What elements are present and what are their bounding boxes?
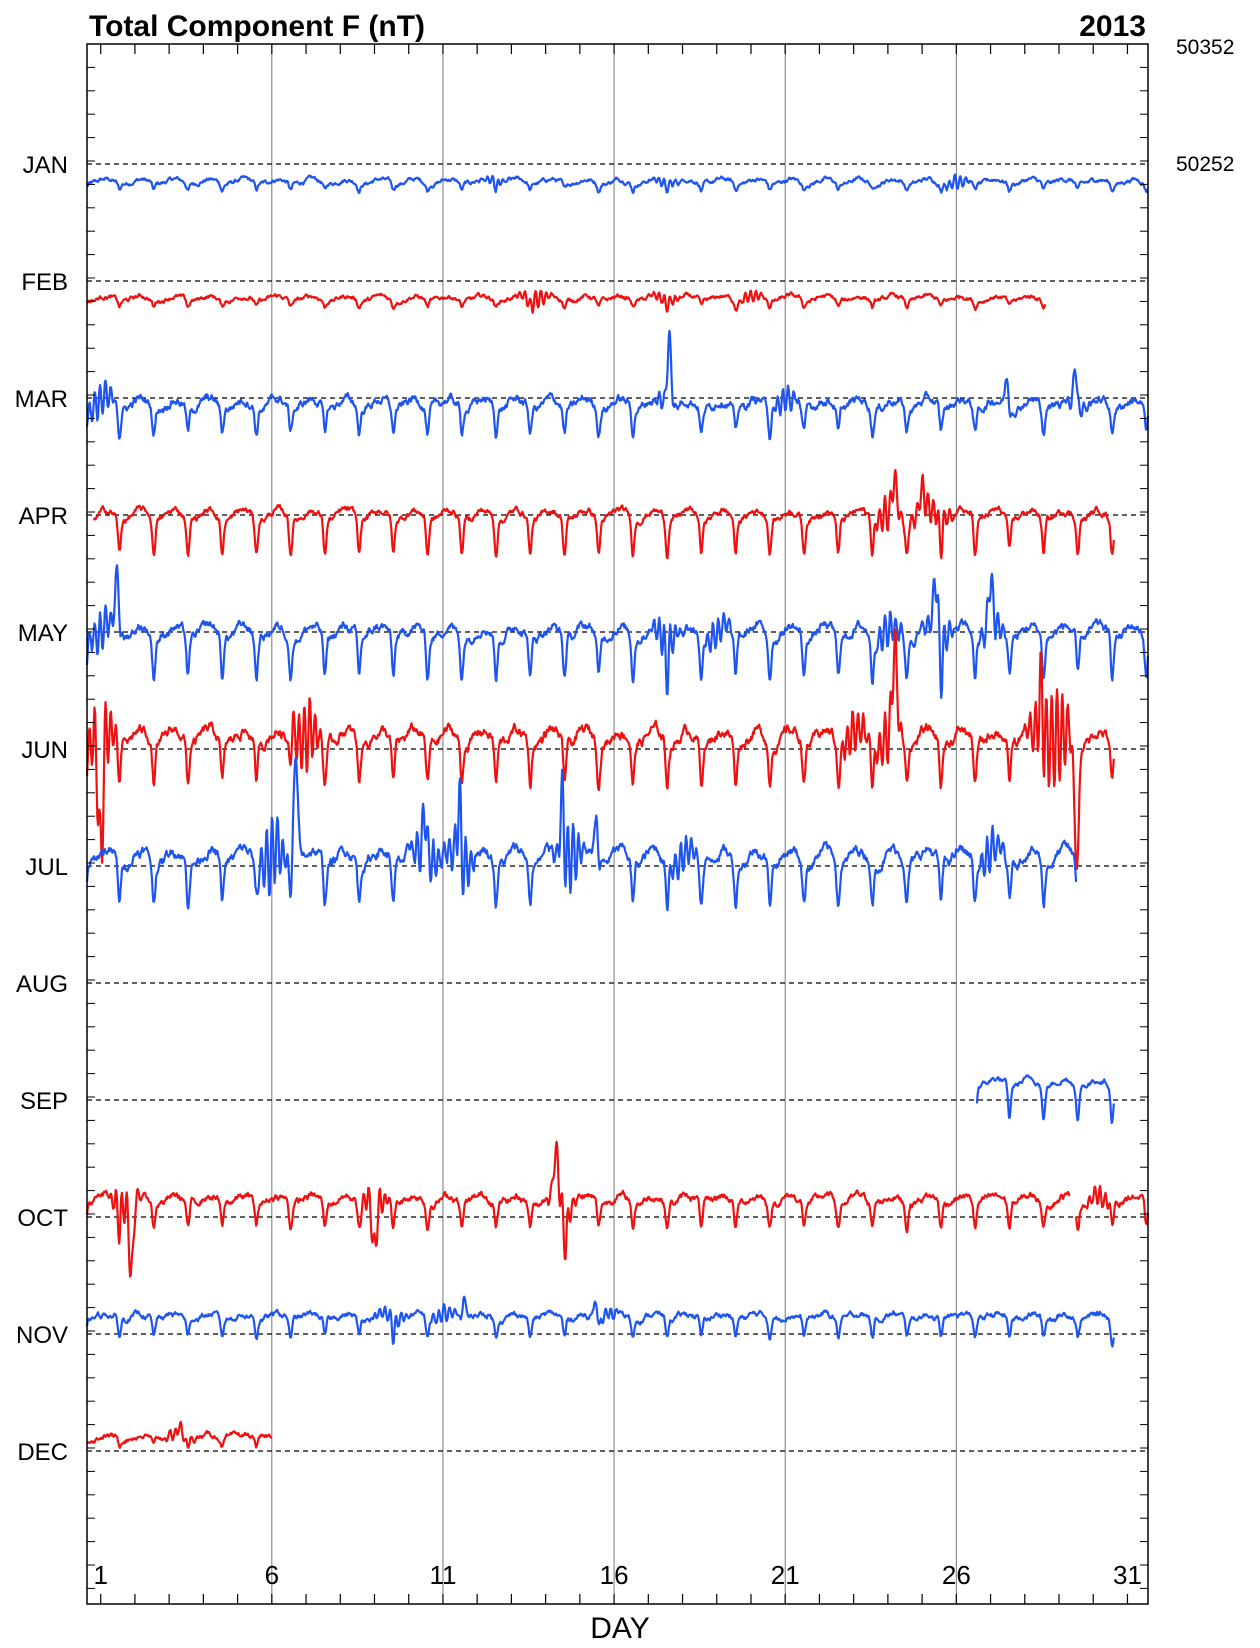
month-label-jul: JUL [25,854,68,881]
x-tick-label-21: 21 [771,1560,800,1590]
axis-ticks [87,44,1148,1604]
series-line-nov-0 [85,1295,1115,1348]
x-tick-label-1: 1 [93,1560,107,1590]
x-tick-label-31: 31 [1113,1560,1142,1590]
series-line-apr-0 [92,469,1115,560]
month-label-apr: APR [19,503,68,530]
month-label-oct: OCT [17,1205,68,1232]
plot-frame [86,43,1149,1605]
series-line-jun-0 [85,628,1115,871]
x-axis-label: DAY [590,1612,649,1645]
chart-year: 2013 [1079,10,1146,43]
month-label-dec: DEC [17,1439,68,1466]
month-label-may: MAY [18,620,68,647]
x-tick-label-6: 6 [265,1560,279,1590]
scale-label-50252: 50252 [1176,153,1234,176]
series-layer [85,173,1150,1449]
series-line-mar-0 [85,329,1150,441]
month-labels: JAN FEB MAR APR MAY JUN JUL AUG SEP OCT NOV DEC [15,152,69,1466]
series-line-feb-0 [86,289,1047,314]
month-label-jan: JAN [23,152,68,179]
month-label-jun: JUN [21,737,68,764]
month-label-sep: SEP [20,1088,68,1115]
x-tick-label-26: 26 [942,1560,971,1590]
series-line-may-0 [85,564,1150,700]
x-tick-label-16: 16 [600,1560,629,1590]
series-line-jul-0 [85,756,1078,912]
chart-title: Total Component F (nT) [89,10,425,43]
x-tick-label-11: 11 [429,1560,456,1590]
series-line-sep-0 [975,1074,1115,1125]
day-gridlines [271,44,957,1604]
scale-label-50352: 50352 [1176,36,1234,59]
month-baselines [87,163,1148,1452]
series-line-jan-0 [86,173,1149,195]
month-label-feb: FEB [21,269,68,296]
month-label-aug: AUG [16,971,68,998]
month-label-nov: NOV [16,1322,68,1349]
x-tick-labels: 1 6 11 16 21 26 31 [93,1560,1141,1590]
series-line-oct-1 [1075,1184,1150,1231]
scale-labels: 50352 50252 [1176,36,1234,176]
series-line-dec-0 [86,1420,273,1449]
series-line-oct-0 [85,1140,1071,1278]
month-label-mar: MAR [15,386,68,413]
